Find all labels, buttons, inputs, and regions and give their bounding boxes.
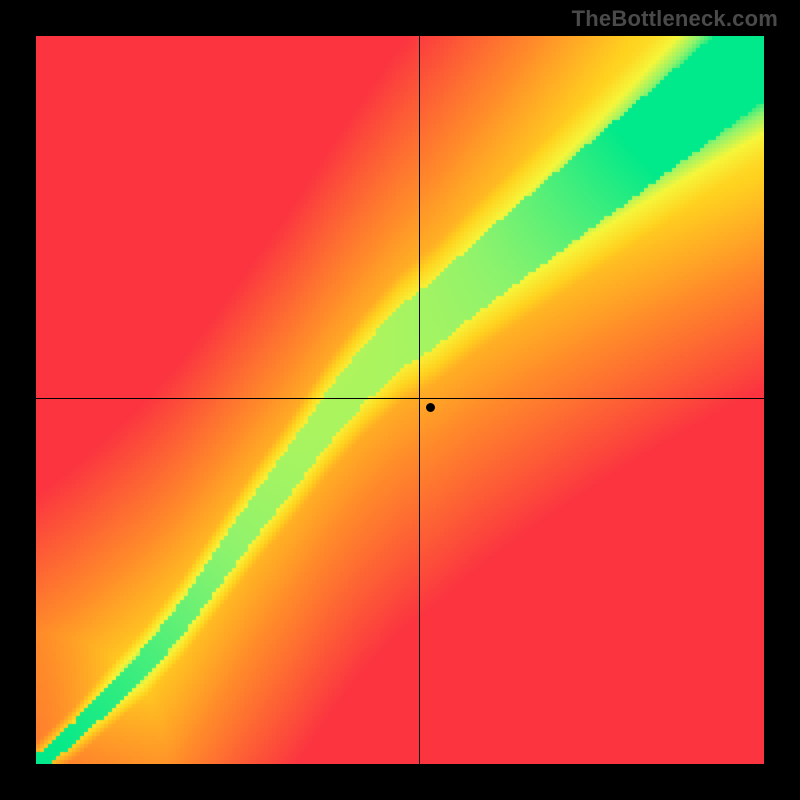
heatmap-plot	[36, 36, 764, 764]
crosshair-vertical	[419, 36, 420, 764]
watermark-text: TheBottleneck.com	[572, 6, 778, 32]
data-point-marker	[426, 403, 435, 412]
crosshair-horizontal	[36, 398, 764, 399]
heatmap-canvas	[36, 36, 764, 764]
